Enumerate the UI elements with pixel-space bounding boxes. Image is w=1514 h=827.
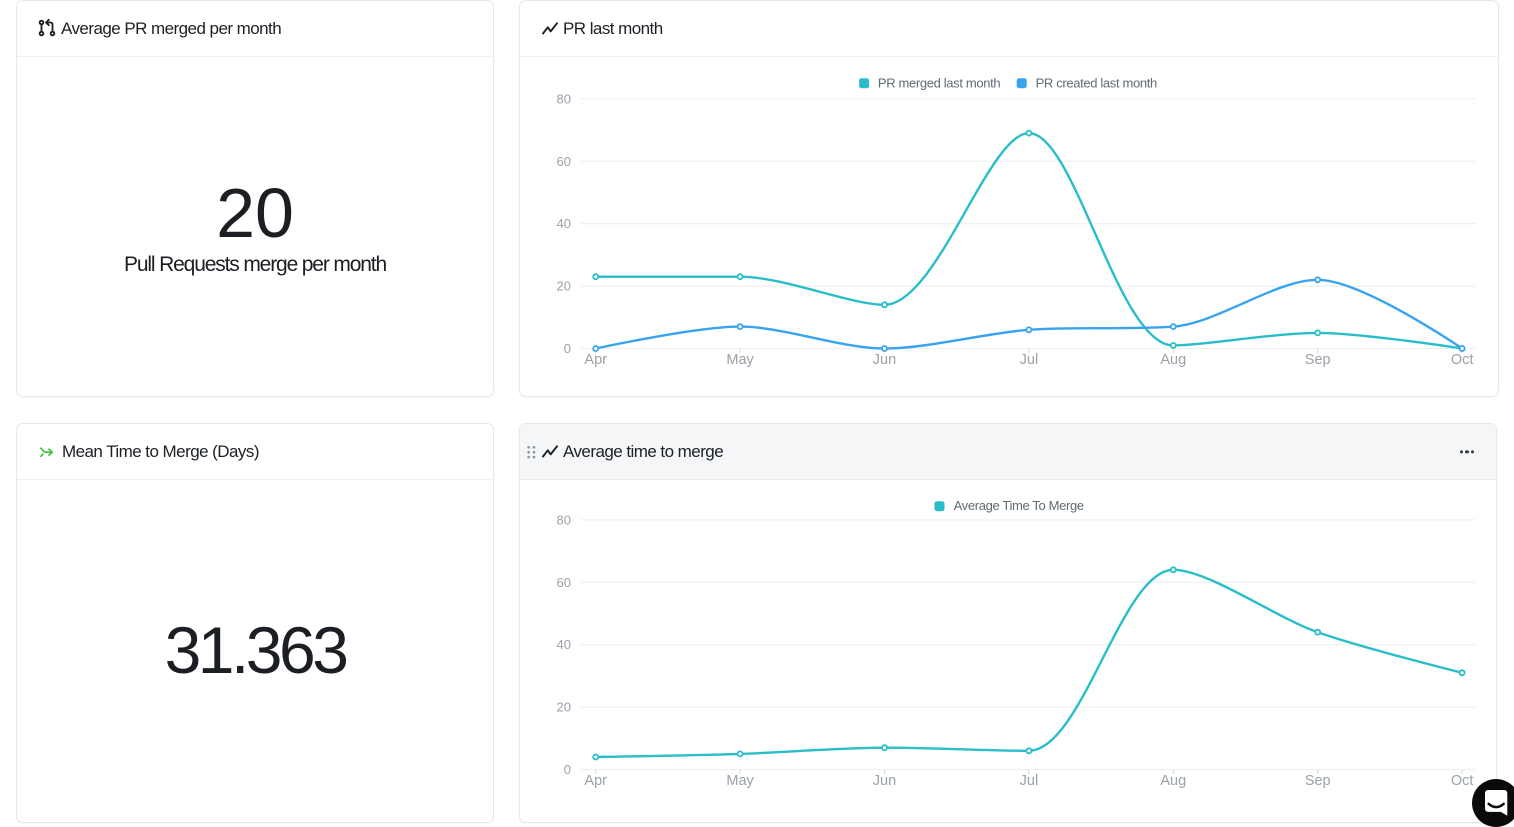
svg-text:Average Time To Merge: Average Time To Merge — [954, 498, 1084, 513]
svg-text:Apr: Apr — [584, 352, 607, 368]
svg-text:PR merged last month: PR merged last month — [878, 75, 1000, 90]
svg-text:20: 20 — [557, 279, 571, 294]
svg-text:40: 40 — [557, 216, 571, 231]
svg-text:May: May — [726, 773, 754, 789]
svg-text:Jul: Jul — [1020, 773, 1039, 789]
svg-text:60: 60 — [557, 575, 571, 590]
svg-text:Aug: Aug — [1160, 352, 1186, 368]
svg-text:0: 0 — [564, 762, 571, 777]
svg-text:PR created last month: PR created last month — [1036, 75, 1157, 90]
svg-text:80: 80 — [557, 91, 571, 106]
svg-text:Oct: Oct — [1451, 352, 1474, 368]
svg-text:Aug: Aug — [1160, 773, 1186, 789]
svg-text:Jun: Jun — [873, 773, 896, 789]
svg-text:May: May — [726, 352, 754, 368]
svg-text:20: 20 — [557, 700, 571, 715]
svg-text:0: 0 — [564, 341, 571, 356]
svg-text:60: 60 — [557, 154, 571, 169]
svg-text:Jun: Jun — [873, 352, 896, 368]
svg-text:Sep: Sep — [1305, 773, 1331, 789]
svg-text:Oct: Oct — [1451, 773, 1474, 789]
svg-text:Apr: Apr — [584, 773, 607, 789]
svg-text:80: 80 — [557, 512, 571, 527]
svg-text:40: 40 — [557, 637, 571, 652]
svg-text:Sep: Sep — [1305, 352, 1331, 368]
svg-text:Jul: Jul — [1020, 352, 1039, 368]
